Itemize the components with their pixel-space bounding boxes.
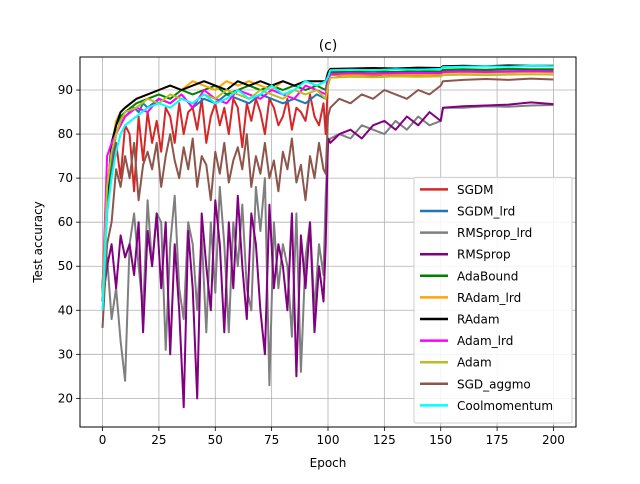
x-tick-label: 0 xyxy=(99,433,107,447)
y-tick-label: 20 xyxy=(58,391,73,405)
series-layer xyxy=(101,64,554,409)
x-tick-label: 50 xyxy=(208,433,223,447)
legend-label: RMSprop_lrd xyxy=(457,226,532,240)
x-tick-label: 25 xyxy=(151,433,166,447)
legend-label: SGDM_lrd xyxy=(457,205,515,219)
y-tick-label: 40 xyxy=(58,303,73,317)
legend-label: AdaBound xyxy=(457,269,518,283)
tick-layer: 0 25 50 75 100 125 150 175 200 20 30 40 50 60 70 80 90 xyxy=(58,83,565,447)
x-tick-label: 125 xyxy=(373,433,396,447)
y-tick-label: 30 xyxy=(58,347,73,361)
series-line-adam xyxy=(101,73,554,298)
y-tick-label: 50 xyxy=(58,259,73,273)
chart-title: (c) xyxy=(319,38,338,54)
legend-label: RMSprop xyxy=(457,248,511,262)
x-tick-label: 100 xyxy=(317,433,340,447)
x-tick-label: 175 xyxy=(486,433,509,447)
series-line-coolmomentum xyxy=(101,64,554,311)
legend: SGDM SGDM_lrd RMSprop_lrd RMSprop AdaBound RA… xyxy=(413,176,573,424)
y-axis-label: Test accuracy xyxy=(31,201,45,284)
y-tick-label: 70 xyxy=(58,171,73,185)
legend-label: RAdam xyxy=(457,313,500,327)
series-line-sgd-aggmo xyxy=(101,77,554,328)
legend-label: Coolmomentum xyxy=(457,399,553,413)
legend-label: SGDM xyxy=(457,183,494,197)
y-tick-label: 90 xyxy=(58,83,73,97)
y-tick-label: 80 xyxy=(58,127,73,141)
x-tick-label: 150 xyxy=(429,433,452,447)
legend-label: Adam_lrd xyxy=(457,334,513,348)
legend-label: RAdam_lrd xyxy=(457,291,521,305)
x-tick-label: 200 xyxy=(542,433,565,447)
x-axis-label: Epoch xyxy=(310,456,347,470)
x-tick-label: 75 xyxy=(264,433,279,447)
y-tick-label: 60 xyxy=(58,215,73,229)
legend-label: SGD_aggmo xyxy=(457,377,531,391)
series-line-rmsprop xyxy=(101,101,554,409)
legend-label: Adam xyxy=(457,356,492,370)
legend-box xyxy=(413,176,573,424)
